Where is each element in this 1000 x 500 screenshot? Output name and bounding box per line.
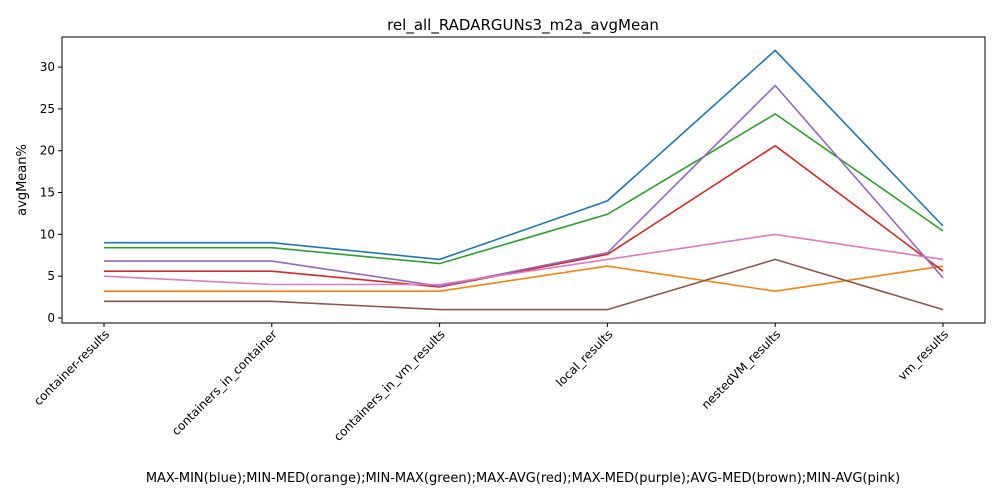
series-line-4: [104, 84, 944, 288]
chart-title: rel_all_RADARGUNs3_m2a_avgMean: [387, 16, 659, 35]
series-line-5: [104, 258, 944, 311]
series-line-6: [103, 233, 944, 286]
y-tick-label: 15: [40, 186, 55, 200]
y-tick-label: 0: [47, 311, 55, 325]
y-tick-label: 30: [40, 60, 55, 74]
series-line-2: [104, 112, 944, 265]
series-line-3: [104, 144, 944, 288]
y-tick-label: 25: [40, 102, 55, 116]
series-line-0: [104, 49, 944, 261]
y-tick-label: 20: [40, 144, 55, 158]
series-line-1: [104, 265, 944, 293]
y-tick-label: 5: [47, 269, 55, 283]
y-axis-ticks: 0 5 10 15 20 25 30: [40, 60, 62, 325]
y-tick-label: 10: [40, 227, 55, 241]
y-axis-label: avgMean%: [15, 144, 30, 216]
x-axis-label: MAX-MIN(blue);MIN-MED(orange);MIN-MAX(gr…: [146, 471, 900, 486]
plot-frame: [61, 36, 986, 324]
plot-area: [103, 49, 944, 311]
